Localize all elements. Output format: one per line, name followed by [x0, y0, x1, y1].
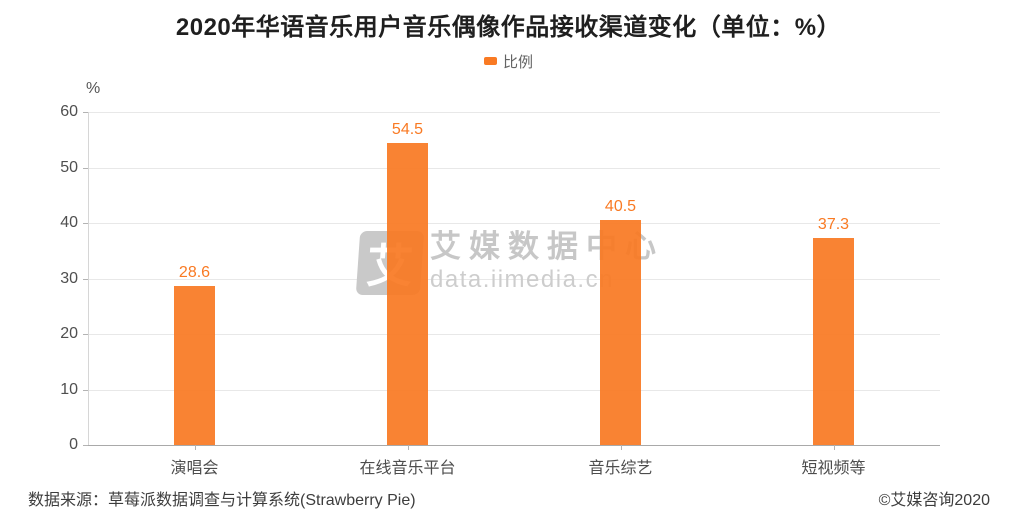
data-source-note: 数据来源：草莓派数据调查与计算系统(Strawberry Pie): [28, 492, 416, 509]
x-axis-tick: [194, 445, 196, 450]
bar-0[interactable]: [174, 286, 215, 445]
y-axis-line: [88, 112, 89, 445]
y-axis-tick-label: 30: [60, 270, 78, 287]
gridline: [88, 223, 940, 224]
y-axis-tick: [83, 390, 88, 391]
x-axis-category-label: 短视频等: [801, 460, 866, 477]
y-axis-tick-label: 10: [60, 381, 78, 398]
x-axis-tick: [833, 445, 835, 450]
copyright-note: ©艾媒咨询2020: [878, 492, 990, 509]
y-axis-tick-label: 50: [60, 159, 78, 176]
watermark-domain: data.iimedia.cn: [430, 266, 614, 293]
gridline: [88, 334, 940, 335]
bar-1[interactable]: [387, 142, 428, 445]
y-axis-tick-label: 20: [60, 325, 78, 342]
gridline: [88, 168, 940, 169]
y-axis-tick-label: 60: [60, 103, 78, 120]
x-axis-category-label: 演唱会: [170, 460, 219, 477]
legend-marker-icon: [483, 57, 497, 65]
bar-value-label: 37.3: [817, 215, 850, 233]
legend-label: 比例: [502, 53, 533, 71]
y-axis-tick-label: 0: [69, 436, 78, 453]
y-axis-tick-label: 40: [60, 214, 78, 231]
x-axis-tick: [407, 445, 409, 450]
y-axis-unit-label: %: [86, 80, 101, 97]
x-axis-line: [88, 445, 940, 446]
bar-3[interactable]: [813, 237, 854, 445]
bar-value-label: 40.5: [604, 198, 637, 216]
gridline: [88, 279, 940, 280]
legend[interactable]: 比例: [0, 52, 1017, 71]
bar-value-label: 54.5: [391, 120, 424, 138]
chart-title: 2020年华语音乐用户音乐偶像作品接收渠道变化（单位：%）: [175, 14, 842, 41]
x-axis-category-label: 在线音乐平台: [359, 460, 456, 477]
gridline: [88, 112, 940, 113]
y-axis-tick: [83, 279, 88, 280]
y-axis-tick: [83, 112, 88, 113]
bar-value-label: 28.6: [178, 264, 211, 282]
y-axis-tick: [83, 168, 88, 169]
x-axis-tick: [620, 445, 622, 450]
y-axis-tick: [83, 223, 88, 224]
x-axis-category-label: 音乐综艺: [588, 460, 653, 477]
y-axis-tick: [83, 445, 88, 446]
gridline: [88, 390, 940, 391]
bar-2[interactable]: [600, 220, 641, 445]
y-axis-tick: [83, 334, 88, 335]
